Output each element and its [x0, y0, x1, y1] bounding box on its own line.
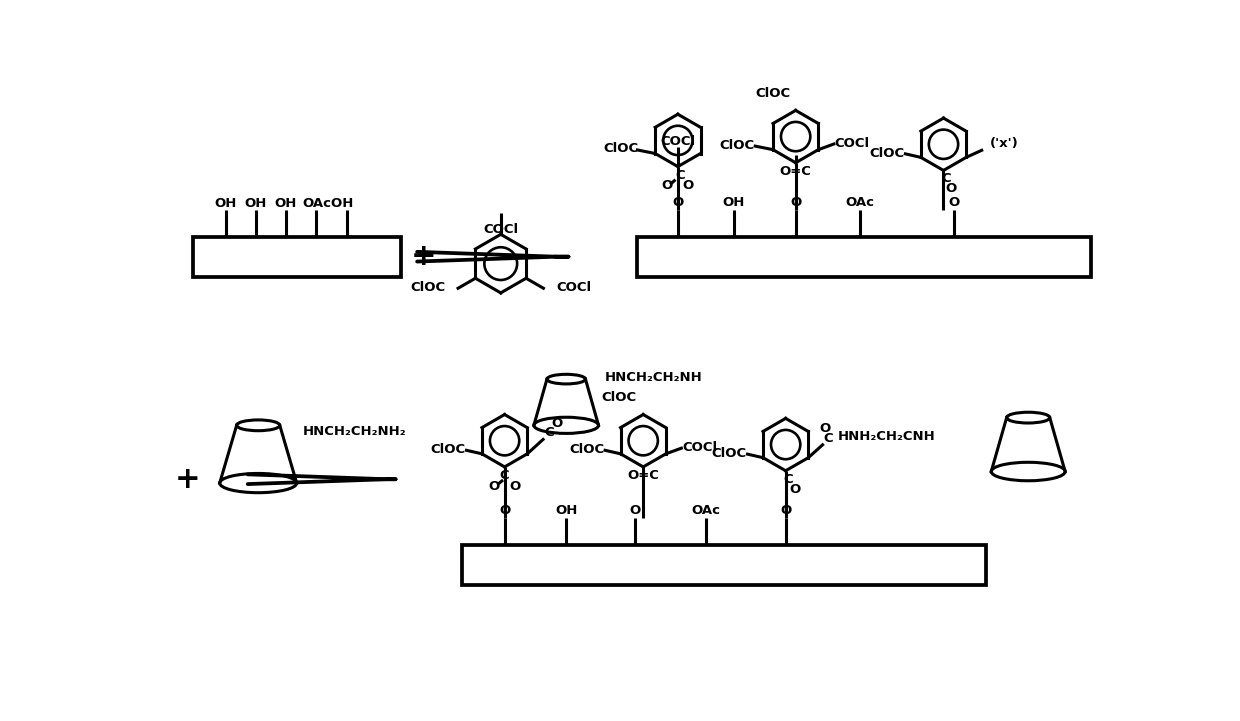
Text: +: +	[410, 242, 436, 271]
Text: ClOC: ClOC	[601, 391, 636, 404]
Text: OH: OH	[244, 197, 267, 210]
Text: C: C	[500, 469, 510, 482]
Bar	[637, 236, 1091, 277]
Text: ClOC: ClOC	[712, 447, 746, 460]
Text: C: C	[784, 473, 792, 486]
Text: O: O	[790, 483, 801, 496]
Text: O: O	[498, 504, 510, 517]
Text: O: O	[780, 504, 791, 517]
Text: OH: OH	[215, 197, 237, 210]
Text: O: O	[682, 180, 693, 193]
Text: ClOC: ClOC	[603, 141, 639, 154]
Text: ClOC: ClOC	[569, 443, 604, 456]
Text: OAc: OAc	[846, 196, 875, 209]
Text: ClOC: ClOC	[410, 281, 445, 294]
Text: OH: OH	[275, 197, 298, 210]
Text: O: O	[672, 196, 683, 209]
Text: C: C	[676, 169, 684, 182]
Text: COCl: COCl	[557, 281, 591, 294]
Text: O: O	[946, 182, 957, 195]
Text: O=C: O=C	[780, 164, 812, 177]
Text: +: +	[175, 465, 200, 494]
Text: HNH₂CH₂CNH: HNH₂CH₂CNH	[837, 430, 935, 443]
Text: ClOC: ClOC	[869, 147, 904, 160]
Bar	[192, 236, 401, 277]
Text: O: O	[661, 180, 672, 193]
Text: O: O	[790, 196, 801, 209]
Text: OAc: OAc	[692, 504, 720, 517]
Text: OH: OH	[723, 196, 745, 209]
Text: ClOC: ClOC	[719, 139, 754, 152]
Text: OAcOH: OAcOH	[303, 197, 353, 210]
Text: COCl: COCl	[835, 137, 869, 150]
Text: O=C: O=C	[627, 469, 660, 482]
Text: C: C	[544, 425, 553, 439]
Text: OH: OH	[556, 504, 578, 517]
Text: C: C	[941, 172, 951, 185]
Text: O: O	[947, 196, 959, 209]
Text: O: O	[630, 504, 641, 517]
Text: COCl: COCl	[660, 136, 696, 149]
Text: O: O	[508, 479, 521, 492]
Text: HNCH₂CH₂NH₂: HNCH₂CH₂NH₂	[303, 425, 407, 438]
Text: COCl: COCl	[682, 441, 717, 454]
Text: ('x'): ('x')	[991, 137, 1019, 150]
Text: O: O	[489, 479, 500, 492]
Text: HNCH₂CH₂NH: HNCH₂CH₂NH	[605, 371, 702, 384]
Text: C: C	[823, 432, 833, 445]
Text: ClOC: ClOC	[430, 443, 465, 456]
Text: O: O	[820, 422, 831, 435]
Text: COCl: COCl	[484, 224, 518, 236]
Bar	[463, 544, 986, 585]
Text: O: O	[551, 417, 562, 430]
Text: ClOC: ClOC	[755, 87, 790, 100]
